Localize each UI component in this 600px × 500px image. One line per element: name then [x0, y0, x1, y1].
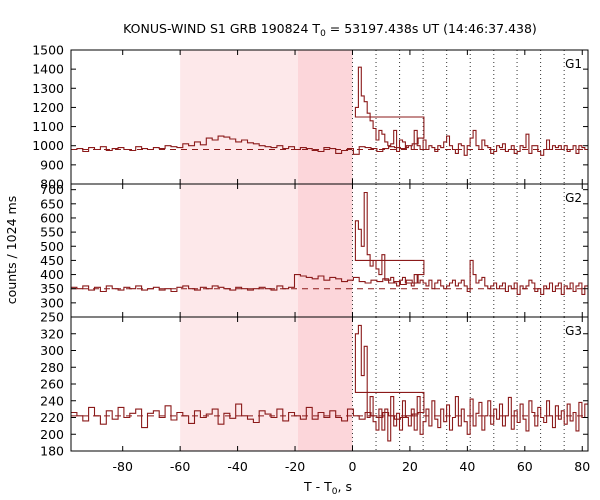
- x-tick-label: -20: [285, 459, 305, 474]
- x-tick-label: 80: [574, 459, 590, 474]
- y-tick-label: 300: [40, 295, 64, 310]
- y-tick-label: 320: [40, 326, 64, 341]
- y-tick-label: 240: [40, 393, 64, 408]
- y-tick-label: 1200: [32, 100, 64, 115]
- panel-g1: 800 900 1000 1100 1200 1300 1400 1500 G1: [32, 43, 589, 192]
- panels-group: 800900100011001200130014001500G125030035…: [32, 43, 589, 459]
- y-axis-label: counts / 1024 ms: [4, 196, 19, 304]
- x-tick-label: 0: [349, 459, 357, 474]
- shaded-region-2: [297, 317, 353, 451]
- y-tick-label: 180: [40, 444, 64, 459]
- y-tick-label: 700: [40, 182, 64, 197]
- y-tick-label: 500: [40, 239, 64, 254]
- x-tick-label: -60: [170, 459, 190, 474]
- y-tick-label: 280: [40, 360, 64, 375]
- y-tick-label: 220: [40, 410, 64, 425]
- x-axis-label: T - T0, s: [303, 479, 352, 497]
- shaded-region-1: [180, 317, 298, 451]
- chart-title: KONUS-WIND S1 GRB 190824 T0 = 53197.438s…: [123, 21, 537, 39]
- y-tick-label: 600: [40, 210, 64, 225]
- y-tick-label: 550: [40, 225, 64, 240]
- y-tick-label: 800: [40, 177, 64, 192]
- light-curve-g3: [71, 324, 588, 442]
- shaded-region-1: [180, 50, 298, 184]
- y-tick-label: 260: [40, 377, 64, 392]
- panel-label-g2: G2: [565, 191, 582, 205]
- x-tick-label: 20: [402, 459, 418, 474]
- x-tick-label: 60: [517, 459, 533, 474]
- shaded-region-1: [180, 184, 298, 317]
- light-curve-g2: [71, 191, 588, 295]
- x-tick-labels: -80 -60 -40 -20 0 20 40 60 80: [112, 459, 590, 474]
- x-tick-label: -80: [112, 459, 132, 474]
- light-curve-g1: [71, 66, 588, 156]
- y-tick-label: 350: [40, 281, 64, 296]
- y-tick-label: 300: [40, 343, 64, 358]
- y-tick-label: 1500: [32, 43, 64, 58]
- y-tick-label: 900: [40, 157, 64, 172]
- shaded-region-2: [297, 184, 353, 317]
- x-tick-label: -40: [227, 459, 247, 474]
- y-tick-label: 650: [40, 196, 64, 211]
- y-tick-label: 450: [40, 253, 64, 268]
- y-tick-label: 250: [40, 310, 64, 325]
- x-tick-label: 40: [459, 459, 475, 474]
- panel-label-g3: G3: [565, 324, 582, 338]
- panel-label-g1: G1: [565, 57, 582, 71]
- y-tick-label: 400: [40, 267, 64, 282]
- y-tick-label: 200: [40, 427, 64, 442]
- y-tick-label: 1100: [32, 119, 64, 134]
- y-tick-label: 1400: [32, 62, 64, 77]
- y-tick-label: 1000: [32, 138, 64, 153]
- y-tick-label: 1300: [32, 81, 64, 96]
- shaded-region-2: [297, 50, 353, 184]
